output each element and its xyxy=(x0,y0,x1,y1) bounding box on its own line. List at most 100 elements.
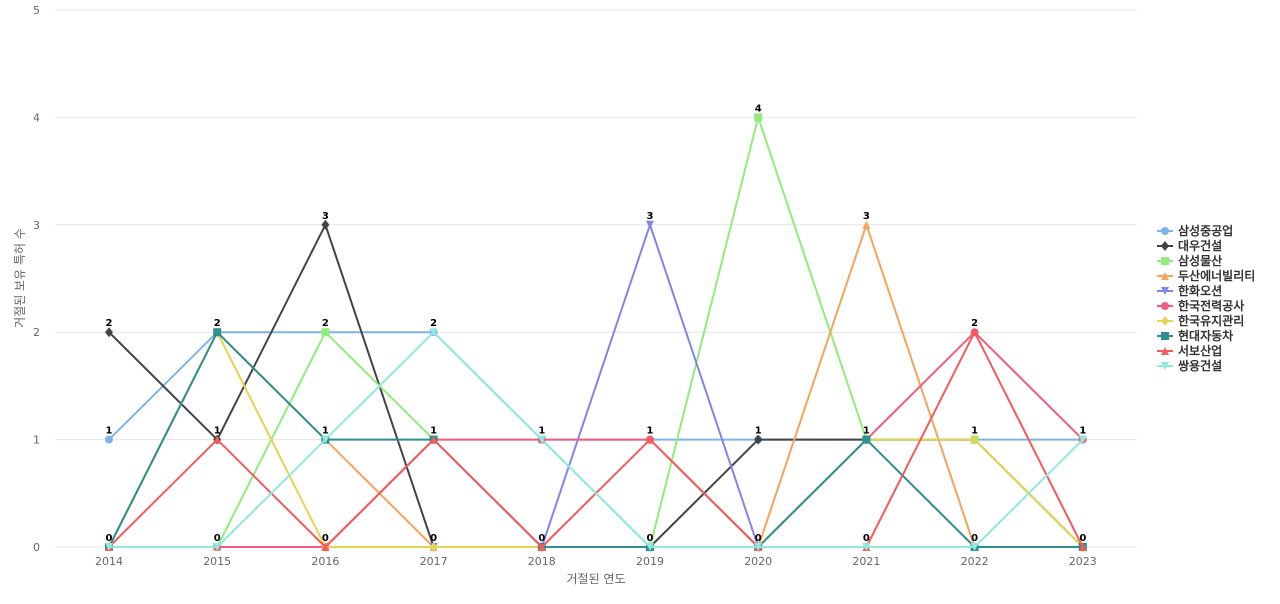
series-line xyxy=(109,331,1084,548)
data-label: 3 xyxy=(863,211,870,222)
data-label: 0 xyxy=(538,533,545,544)
legend-marker[interactable] xyxy=(1161,362,1169,370)
x-axis-ticks: 2014 2015 2016 2017 2018 2019 2020 2021 2022 2023 xyxy=(95,555,1097,568)
legend-item[interactable]: 현대자동차 xyxy=(1157,328,1233,343)
data-label: 1 xyxy=(322,426,329,437)
data-point[interactable] xyxy=(970,434,979,445)
data-label: 0 xyxy=(214,533,221,544)
x-tick-label: 2016 xyxy=(311,555,339,568)
legend-item[interactable]: 삼성중공업 xyxy=(1157,223,1233,238)
data-point[interactable] xyxy=(429,328,438,337)
data-label: 0 xyxy=(647,533,654,544)
data-label: 0 xyxy=(971,533,978,544)
legend-label: 서보산업 xyxy=(1178,343,1222,358)
series-layer xyxy=(105,113,1087,552)
data-label: 0 xyxy=(863,533,870,544)
legend-marker[interactable] xyxy=(1161,257,1169,265)
legend-item[interactable]: 한화오션 xyxy=(1157,283,1222,298)
legend-marker[interactable] xyxy=(1161,347,1169,355)
legend-marker[interactable] xyxy=(1161,332,1169,340)
legend-label: 현대자동차 xyxy=(1178,328,1233,343)
data-point[interactable] xyxy=(1078,435,1087,444)
legend-marker[interactable] xyxy=(1161,302,1169,310)
x-tick-label: 2015 xyxy=(203,555,231,568)
legend-item[interactable]: 한국전력공사 xyxy=(1157,298,1244,313)
y-tick-label: 0 xyxy=(33,541,40,554)
data-label: 1 xyxy=(755,426,762,437)
x-tick-label: 2023 xyxy=(1069,555,1097,568)
data-point[interactable] xyxy=(1078,543,1087,551)
data-label: 0 xyxy=(430,533,437,544)
data-point[interactable] xyxy=(105,435,113,444)
x-tick-label: 2022 xyxy=(961,555,989,568)
legend-marker[interactable] xyxy=(1161,272,1169,280)
x-tick-label: 2014 xyxy=(95,555,123,568)
data-label: 2 xyxy=(106,318,113,329)
data-label: 3 xyxy=(322,211,329,222)
data-label: 2 xyxy=(214,318,221,329)
data-point[interactable] xyxy=(862,435,871,444)
series-line xyxy=(109,331,1084,548)
data-point[interactable] xyxy=(105,327,113,338)
legend-label: 한화오션 xyxy=(1178,283,1222,298)
data-label: 1 xyxy=(971,426,978,437)
legend-label: 한국전력공사 xyxy=(1178,298,1244,313)
data-point[interactable] xyxy=(321,328,330,337)
data-point[interactable] xyxy=(537,543,546,551)
x-tick-label: 2017 xyxy=(420,555,448,568)
data-point[interactable] xyxy=(970,328,979,337)
data-point[interactable] xyxy=(537,435,546,444)
data-label: 0 xyxy=(755,533,762,544)
series-line xyxy=(108,331,1083,548)
legend-marker[interactable] xyxy=(1161,316,1169,326)
y-tick-label: 3 xyxy=(33,219,40,232)
data-point[interactable] xyxy=(429,542,438,552)
data-label: 1 xyxy=(538,426,545,437)
legend-item[interactable]: 쌍용건설 xyxy=(1157,358,1222,373)
series-line xyxy=(109,223,1083,548)
data-label: 0 xyxy=(106,533,113,544)
data-point[interactable] xyxy=(754,543,763,551)
data-point[interactable] xyxy=(862,543,871,551)
legend-item[interactable]: 두산에너빌리티 xyxy=(1157,268,1255,283)
data-label: 2 xyxy=(971,318,978,329)
legend-marker[interactable] xyxy=(1161,241,1169,251)
legend-item[interactable]: 한국유지관리 xyxy=(1157,313,1244,328)
legend-label: 한국유지관리 xyxy=(1178,313,1244,328)
data-label: 4 xyxy=(755,103,762,114)
legend-marker[interactable] xyxy=(1161,287,1169,295)
data-point[interactable] xyxy=(321,543,330,551)
legend-item[interactable]: 삼성물산 xyxy=(1157,253,1222,268)
data-label: 3 xyxy=(647,211,654,222)
data-point[interactable] xyxy=(970,543,979,551)
data-point[interactable] xyxy=(646,220,654,229)
y-tick-label: 2 xyxy=(33,326,40,339)
data-point[interactable] xyxy=(321,435,330,444)
data-point[interactable] xyxy=(213,435,222,444)
data-point[interactable] xyxy=(646,543,654,551)
y-tick-label: 1 xyxy=(33,434,40,447)
data-label: 2 xyxy=(322,318,329,329)
data-point[interactable] xyxy=(321,219,330,230)
y-axis-title: 거절된 보유 특허 수 xyxy=(13,228,27,328)
x-axis-title: 거절된 연도 xyxy=(566,572,625,586)
data-point[interactable] xyxy=(862,220,871,229)
grid-layer xyxy=(55,9,1137,548)
legend-item[interactable]: 대우건설 xyxy=(1157,238,1222,253)
data-labels-layer: 2 1 0 2 1 0 3 2 1 0 2 1 0 1 0 3 1 0 4 1 0 3 1 0 2 1 0 1 0 xyxy=(106,103,1087,544)
data-label: 1 xyxy=(214,426,221,437)
legend-item[interactable]: 서보산업 xyxy=(1157,343,1222,358)
legend-label: 두산에너빌리티 xyxy=(1178,268,1255,283)
data-point[interactable] xyxy=(754,434,763,445)
y-tick-label: 4 xyxy=(33,111,40,124)
legend-marker[interactable] xyxy=(1161,227,1169,235)
data-point[interactable] xyxy=(213,543,222,551)
data-point[interactable] xyxy=(754,113,763,122)
data-point[interactable] xyxy=(646,435,654,444)
legend-label: 삼성물산 xyxy=(1178,253,1222,268)
data-point[interactable] xyxy=(213,328,222,337)
data-point[interactable] xyxy=(105,543,113,551)
data-point[interactable] xyxy=(429,435,438,444)
